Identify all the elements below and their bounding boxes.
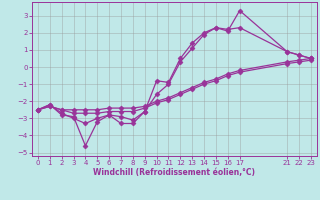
- X-axis label: Windchill (Refroidissement éolien,°C): Windchill (Refroidissement éolien,°C): [93, 168, 255, 177]
